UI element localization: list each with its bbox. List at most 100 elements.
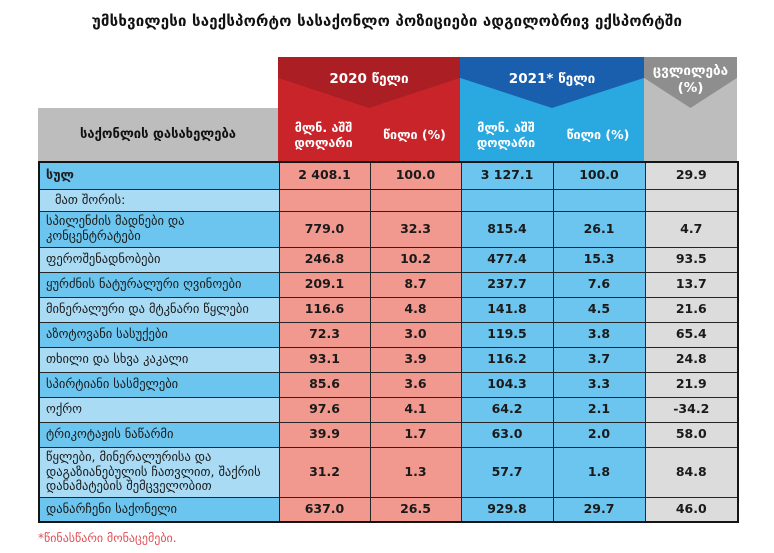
table-row: ოქრო 97.6 4.1 64.2 2.1 -34.2 <box>38 396 739 423</box>
table-row: ყურძნის ნატურალური ღვინოები 209.1 8.7 23… <box>38 271 739 298</box>
value-cell-usd-2021: 57.7 <box>460 446 554 498</box>
group-label-2021: 2021* წელი <box>508 71 596 88</box>
value-cell-usd-2020: 39.9 <box>278 421 371 448</box>
value-cell-share-2021 <box>552 188 646 212</box>
value-cell-usd-2020: 116.6 <box>278 296 371 323</box>
table-row: მინერალური და მტკნარი წყლები 116.6 4.8 1… <box>38 296 739 323</box>
table-row-of-which: მათ შორის: <box>38 188 739 212</box>
value-cell-change: 21.9 <box>644 371 739 398</box>
row-name-cell: სულ <box>38 161 280 190</box>
value-cell-share-2020: 26.5 <box>369 496 462 523</box>
value-cell-share-2020: 3.0 <box>369 321 462 348</box>
value-cell-change: 24.8 <box>644 346 739 373</box>
group-label-change: ცვლილება (%) <box>652 62 729 96</box>
row-name-cell: მინერალური და მტკნარი წყლები <box>38 296 280 323</box>
value-cell-usd-2020: 93.1 <box>278 346 371 373</box>
value-cell-usd-2021: 815.4 <box>460 210 554 248</box>
table-row: წყლები, მინერალურისა და დაგაზიანებულის ჩ… <box>38 446 739 498</box>
value-cell-usd-2021: 237.7 <box>460 271 554 298</box>
value-cell-usd-2020: 246.8 <box>278 246 371 273</box>
value-cell-share-2021: 1.8 <box>552 446 646 498</box>
value-cell-share-2021: 3.7 <box>552 346 646 373</box>
value-cell-share-2020 <box>369 188 462 212</box>
value-cell-share-2021: 29.7 <box>552 496 646 523</box>
row-name-cell: წყლები, მინერალურისა და დაგაზიანებულის ჩ… <box>38 446 280 498</box>
value-cell-change: 4.7 <box>644 210 739 248</box>
subheader-share-2021: წილი (%) <box>566 127 630 142</box>
value-cell-usd-2020: 2 408.1 <box>278 161 371 190</box>
value-cell-usd-2020 <box>278 188 371 212</box>
group-banner-2021: 2021* წელი <box>460 57 644 108</box>
subheader-share-2020: წილი (%) <box>383 127 446 142</box>
value-cell-usd-2021: 64.2 <box>460 396 554 423</box>
value-cell-share-2021: 7.6 <box>552 271 646 298</box>
value-cell-share-2020: 1.3 <box>369 446 462 498</box>
table-row-total: სულ 2 408.1 100.0 3 127.1 100.0 29.9 <box>38 161 739 190</box>
value-cell-share-2021: 100.0 <box>552 161 646 190</box>
table-row: დანარჩენი საქონელი 637.0 26.5 929.8 29.7… <box>38 496 739 523</box>
value-cell-change: 65.4 <box>644 321 739 348</box>
value-cell-share-2020: 32.3 <box>369 210 462 248</box>
value-cell-share-2020: 4.1 <box>369 396 462 423</box>
row-name-cell: მათ შორის: <box>38 188 280 212</box>
value-cell-change: 58.0 <box>644 421 739 448</box>
value-cell-usd-2021: 141.8 <box>460 296 554 323</box>
value-cell-share-2020: 3.9 <box>369 346 462 373</box>
value-cell-share-2021: 3.8 <box>552 321 646 348</box>
value-cell-usd-2020: 779.0 <box>278 210 371 248</box>
table-row: სპირტიანი სასმელები 85.6 3.6 104.3 3.3 2… <box>38 371 739 398</box>
value-cell-usd-2021: 929.8 <box>460 496 554 523</box>
column-group-2020: 2020 წელი მლნ. აშშ დოლარი წილი (%) <box>278 57 460 161</box>
row-name-cell: ოქრო <box>38 396 280 423</box>
value-cell-usd-2020: 72.3 <box>278 321 371 348</box>
subheaders-2021: მლნ. აშშ დოლარი წილი (%) <box>460 108 644 161</box>
value-cell-change: 93.5 <box>644 246 739 273</box>
subheader-usd-2020: მლნ. აშშ დოლარი <box>294 119 353 150</box>
table-row: სპილენძის მადნები და კონცენტრატები 779.0… <box>38 210 739 248</box>
value-cell-usd-2021 <box>460 188 554 212</box>
value-cell-usd-2021: 116.2 <box>460 346 554 373</box>
value-cell-share-2021: 15.3 <box>552 246 646 273</box>
value-cell-usd-2020: 637.0 <box>278 496 371 523</box>
value-cell-usd-2021: 119.5 <box>460 321 554 348</box>
value-cell-share-2020: 4.8 <box>369 296 462 323</box>
value-cell-usd-2021: 63.0 <box>460 421 554 448</box>
subheader-usd-2021: მლნ. აშშ დოლარი <box>476 119 536 150</box>
table-row: ფეროშენადნობები 246.8 10.2 477.4 15.3 93… <box>38 246 739 273</box>
column-header-goods: საქონლის დასახელება <box>38 108 278 161</box>
table-row: აზოტოვანი სასუქები 72.3 3.0 119.5 3.8 65… <box>38 321 739 348</box>
value-cell-usd-2021: 477.4 <box>460 246 554 273</box>
table-row: თხილი და სხვა კაკალი 93.1 3.9 116.2 3.7 … <box>38 346 739 373</box>
value-cell-share-2020: 10.2 <box>369 246 462 273</box>
footnote: *წინასწარი მონაცემები. <box>38 531 177 545</box>
row-name-cell: სპირტიანი სასმელები <box>38 371 280 398</box>
value-cell-share-2020: 100.0 <box>369 161 462 190</box>
column-group-change: ცვლილება (%) <box>644 57 737 161</box>
value-cell-change: 84.8 <box>644 446 739 498</box>
value-cell-usd-2020: 209.1 <box>278 271 371 298</box>
value-cell-share-2021: 4.5 <box>552 296 646 323</box>
value-cell-share-2021: 2.1 <box>552 396 646 423</box>
row-name-cell: თხილი და სხვა კაკალი <box>38 346 280 373</box>
subheaders-2020: მლნ. აშშ დოლარი წილი (%) <box>278 108 460 161</box>
value-cell-change: 21.6 <box>644 296 739 323</box>
value-cell-change: 46.0 <box>644 496 739 523</box>
group-banner-2020: 2020 წელი <box>278 57 460 108</box>
row-name-cell: ფეროშენადნობები <box>38 246 280 273</box>
row-name-cell: ყურძნის ნატურალური ღვინოები <box>38 271 280 298</box>
value-cell-share-2021: 3.3 <box>552 371 646 398</box>
column-group-2021: 2021* წელი მლნ. აშშ დოლარი წილი (%) <box>460 57 644 161</box>
value-cell-share-2020: 8.7 <box>369 271 462 298</box>
value-cell-change: 29.9 <box>644 161 739 190</box>
row-name-cell: ტრიკოტაჟის ნაწარმი <box>38 421 280 448</box>
group-label-2020: 2020 წელი <box>329 71 409 88</box>
value-cell-share-2021: 2.0 <box>552 421 646 448</box>
value-cell-usd-2020: 31.2 <box>278 446 371 498</box>
value-cell-change <box>644 188 739 212</box>
row-name-cell: აზოტოვანი სასუქები <box>38 321 280 348</box>
value-cell-usd-2020: 97.6 <box>278 396 371 423</box>
table-row: ტრიკოტაჟის ნაწარმი 39.9 1.7 63.0 2.0 58.… <box>38 421 739 448</box>
row-name-cell: დანარჩენი საქონელი <box>38 496 280 523</box>
value-cell-change: 13.7 <box>644 271 739 298</box>
value-cell-change: -34.2 <box>644 396 739 423</box>
